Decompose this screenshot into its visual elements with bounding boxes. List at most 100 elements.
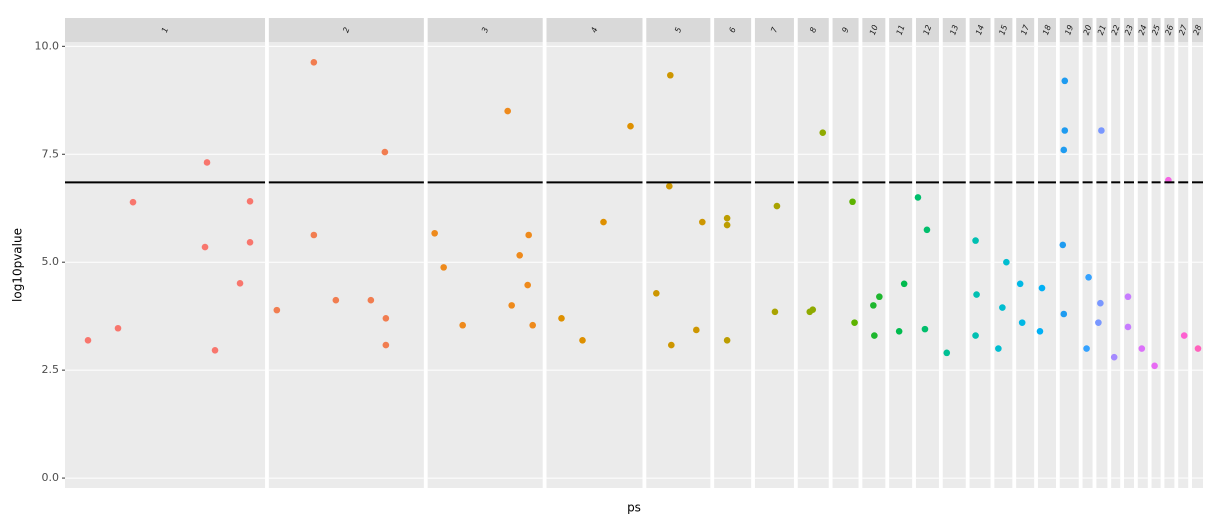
point bbox=[1083, 345, 1090, 352]
panel bbox=[65, 42, 266, 488]
point bbox=[723, 337, 731, 344]
panel bbox=[1082, 42, 1093, 488]
panel bbox=[546, 42, 643, 488]
panel bbox=[754, 42, 794, 488]
point bbox=[1061, 77, 1069, 85]
point bbox=[876, 293, 883, 301]
strip bbox=[1164, 18, 1175, 42]
point bbox=[1194, 345, 1202, 352]
strip-label: 19 bbox=[1063, 24, 1075, 37]
strip-label: 22 bbox=[1110, 24, 1122, 37]
panel bbox=[1178, 42, 1189, 488]
y-tick-label: 10.0 bbox=[35, 39, 60, 52]
point bbox=[806, 308, 814, 316]
strip-label: 27 bbox=[1177, 23, 1189, 36]
y-axis-title: log10pvalue bbox=[11, 228, 25, 302]
panel bbox=[1191, 42, 1203, 488]
strip bbox=[65, 18, 266, 42]
point bbox=[1110, 353, 1118, 361]
strip-label: 9 bbox=[840, 26, 850, 34]
point bbox=[310, 58, 318, 66]
strip bbox=[268, 18, 424, 42]
point bbox=[382, 315, 390, 322]
strip-label: 14 bbox=[974, 24, 986, 37]
point bbox=[310, 231, 318, 239]
point bbox=[771, 308, 779, 316]
point bbox=[699, 218, 706, 226]
point bbox=[382, 341, 390, 349]
point bbox=[668, 341, 675, 349]
point bbox=[849, 198, 856, 206]
strip-label: 24 bbox=[1137, 24, 1149, 37]
strip-label: 28 bbox=[1192, 24, 1204, 37]
strip-label: 13 bbox=[948, 24, 960, 37]
point bbox=[871, 332, 878, 339]
point bbox=[529, 321, 536, 329]
strip-label: 21 bbox=[1096, 24, 1108, 37]
panel bbox=[994, 42, 1013, 488]
strip bbox=[1082, 18, 1093, 42]
strip bbox=[427, 18, 543, 42]
point bbox=[1061, 127, 1069, 134]
point bbox=[332, 296, 340, 304]
point bbox=[1018, 319, 1026, 326]
strip-label: 20 bbox=[1082, 24, 1094, 37]
strip bbox=[1137, 18, 1148, 42]
strip bbox=[1096, 18, 1108, 42]
point bbox=[114, 324, 122, 332]
panel bbox=[1151, 42, 1161, 488]
point bbox=[972, 237, 979, 244]
strip bbox=[1191, 18, 1203, 42]
panel bbox=[889, 42, 913, 488]
point bbox=[1095, 319, 1102, 326]
point bbox=[203, 159, 211, 166]
point bbox=[84, 337, 92, 344]
y-tick-label: 0.0 bbox=[42, 471, 60, 484]
point bbox=[1085, 274, 1092, 281]
point bbox=[381, 148, 389, 156]
point bbox=[211, 346, 219, 354]
strip bbox=[942, 18, 966, 42]
x-axis-title: ps bbox=[627, 501, 641, 515]
point bbox=[1180, 332, 1188, 339]
panel bbox=[1123, 42, 1134, 488]
point bbox=[1038, 284, 1046, 292]
point bbox=[666, 182, 673, 190]
strip-label: 10 bbox=[868, 24, 880, 37]
point bbox=[972, 332, 979, 339]
point bbox=[943, 349, 951, 357]
y-tick-label: 7.5 bbox=[42, 147, 60, 160]
point bbox=[246, 198, 254, 205]
point bbox=[723, 214, 731, 222]
point bbox=[627, 122, 634, 130]
strip-label: 23 bbox=[1123, 24, 1135, 37]
point bbox=[201, 243, 209, 251]
panel bbox=[832, 42, 859, 488]
point bbox=[1016, 280, 1024, 288]
strip bbox=[1178, 18, 1189, 42]
point bbox=[1036, 327, 1044, 335]
strip bbox=[915, 18, 939, 42]
strip-label: 17 bbox=[1019, 23, 1031, 36]
point bbox=[995, 345, 1002, 352]
point bbox=[367, 296, 375, 304]
point bbox=[693, 326, 700, 334]
panel bbox=[1111, 42, 1121, 488]
point bbox=[440, 264, 447, 271]
point bbox=[819, 129, 827, 136]
point bbox=[900, 280, 908, 288]
point bbox=[558, 315, 565, 322]
panel bbox=[268, 42, 424, 488]
point bbox=[870, 302, 877, 309]
panel bbox=[646, 42, 711, 488]
strip bbox=[1016, 18, 1035, 42]
strip bbox=[646, 18, 711, 42]
strip-label: 7 bbox=[769, 25, 780, 34]
strip-label: 15 bbox=[997, 24, 1009, 37]
point bbox=[999, 304, 1006, 311]
y-tick-label: 5.0 bbox=[42, 255, 60, 268]
strip bbox=[889, 18, 913, 42]
point bbox=[1124, 323, 1132, 331]
panel bbox=[714, 42, 752, 488]
